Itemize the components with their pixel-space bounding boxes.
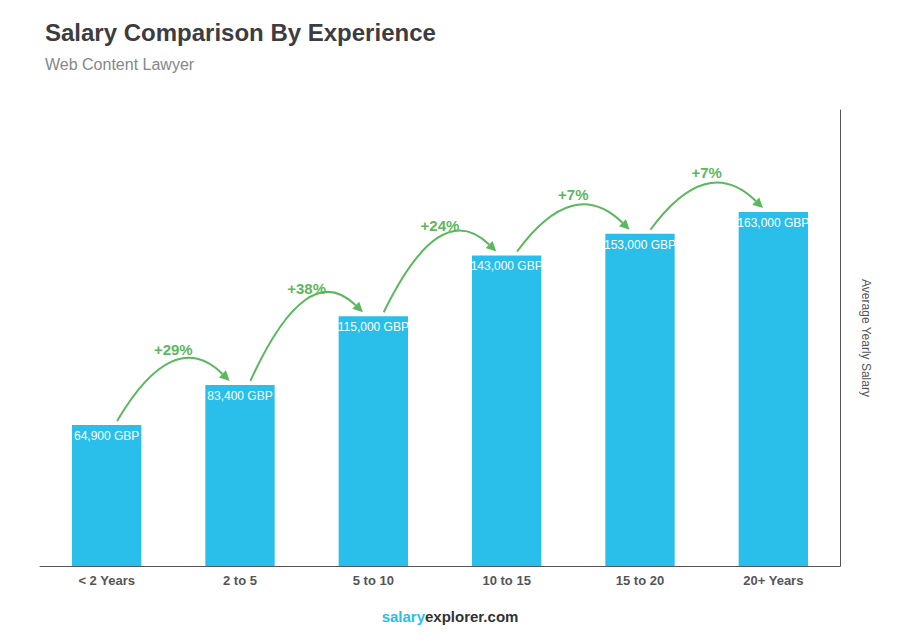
svg-text:10 to 15: 10 to 15: [482, 573, 530, 588]
svg-text:64,900 GBP: 64,900 GBP: [74, 429, 139, 443]
svg-text:20+ Years: 20+ Years: [743, 573, 803, 588]
svg-text:+24%: +24%: [421, 217, 460, 234]
svg-text:salary: salary: [382, 608, 426, 625]
svg-text:115,000 GBP: 115,000 GBP: [338, 320, 409, 334]
svg-text:+7%: +7%: [691, 164, 721, 181]
svg-text:143,000 GBP: 143,000 GBP: [471, 259, 543, 273]
svg-text:+38%: +38%: [287, 280, 326, 297]
svg-text:Average Yearly Salary: Average Yearly Salary: [859, 279, 873, 397]
svg-text:83,400 GBP: 83,400 GBP: [207, 389, 272, 403]
svg-text:15 to 20: 15 to 20: [616, 573, 664, 588]
svg-text:explorer.com: explorer.com: [425, 608, 518, 625]
svg-text:+29%: +29%: [154, 341, 193, 358]
svg-text:Salary Comparison By Experienc: Salary Comparison By Experience: [45, 19, 436, 46]
svg-text:+7%: +7%: [558, 186, 588, 203]
svg-text:2 to 5: 2 to 5: [223, 573, 257, 588]
svg-text:153,000 GBP: 153,000 GBP: [604, 238, 676, 252]
svg-text:< 2 Years: < 2 Years: [78, 573, 135, 588]
svg-text:163,000 GBP: 163,000 GBP: [737, 216, 809, 230]
svg-text:5 to 10: 5 to 10: [353, 573, 394, 588]
svg-text:Web Content Lawyer: Web Content Lawyer: [45, 56, 195, 73]
